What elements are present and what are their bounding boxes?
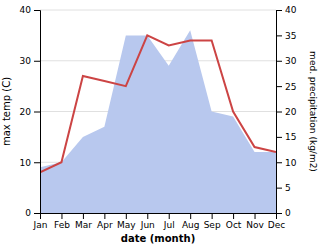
tick: Jan xyxy=(33,213,48,230)
tick-mark xyxy=(147,213,148,219)
marks xyxy=(40,30,276,213)
tick: 35 xyxy=(276,31,296,41)
y-axis-title: max temp (C) xyxy=(1,77,12,146)
tick: 25 xyxy=(276,82,296,92)
tick: 20 xyxy=(20,107,40,117)
tick-mark xyxy=(276,86,282,87)
x-axis: Jan Feb Mar Apr May Jun Jul Aug Sep Oct Nov Dec xyxy=(33,213,286,230)
tick-label: 20 xyxy=(285,107,297,117)
tick-mark xyxy=(34,10,40,11)
tick-mark xyxy=(34,162,40,163)
tick-mark xyxy=(212,213,213,219)
tick-label: 40 xyxy=(285,5,297,15)
tick-mark xyxy=(276,10,282,11)
tick-mark xyxy=(126,213,127,219)
tick-label: 0 xyxy=(285,208,291,218)
tick-label: Jul xyxy=(163,220,175,230)
tick: 20 xyxy=(276,107,297,117)
tick: May xyxy=(117,213,136,230)
tick-mark xyxy=(276,61,282,62)
area xyxy=(40,30,276,213)
tick-label: 35 xyxy=(285,31,296,41)
tick: 30 xyxy=(276,56,297,66)
y-axis: 0 10 20 30 40 xyxy=(20,5,41,218)
tick-mark xyxy=(276,112,282,113)
tick-label: Nov xyxy=(246,220,264,230)
tick: Jun xyxy=(140,213,155,230)
tick: Apr xyxy=(97,213,113,230)
tick: 10 xyxy=(276,158,297,168)
tick-label: Jun xyxy=(140,220,155,230)
tick-mark xyxy=(233,213,234,219)
tick: Jul xyxy=(163,213,175,230)
tick-label: 25 xyxy=(285,82,296,92)
tick-label: 20 xyxy=(20,107,32,117)
tick-label: Jan xyxy=(33,220,48,230)
tick: 40 xyxy=(276,5,297,15)
tick-mark xyxy=(276,213,282,214)
tick: Aug xyxy=(182,213,200,230)
grid-line xyxy=(40,10,276,11)
x-axis-title: date (month) xyxy=(121,233,195,244)
tick-mark xyxy=(83,213,84,219)
tick-mark xyxy=(276,162,282,163)
axis-line xyxy=(277,11,283,214)
tick: 0 xyxy=(25,208,40,218)
tick-label: Dec xyxy=(268,220,285,230)
tick-mark xyxy=(276,137,282,138)
tick-label: 0 xyxy=(25,208,31,218)
plot-area: JanFebMarAprMayJunJulAugSepOctNovDec0102… xyxy=(20,5,297,230)
tick-mark xyxy=(34,213,40,214)
tick-label: 5 xyxy=(285,183,291,193)
axis-line xyxy=(41,214,277,220)
chart: JanFebMarAprMayJunJulAugSepOctNovDec0102… xyxy=(0,0,318,247)
tick-mark xyxy=(276,188,282,189)
tick-label: Sep xyxy=(204,220,221,230)
tick-mark xyxy=(34,61,40,62)
grid xyxy=(40,10,276,213)
tick-mark xyxy=(276,35,282,36)
tick: 10 xyxy=(20,158,40,168)
tick: Oct xyxy=(226,213,242,230)
tick: 40 xyxy=(20,5,40,15)
tick: 0 xyxy=(276,208,291,218)
tick-mark xyxy=(255,213,256,219)
tick-label: May xyxy=(117,220,136,230)
tick-label: Feb xyxy=(54,220,70,230)
tick-mark xyxy=(169,213,170,219)
tick-label: 15 xyxy=(285,132,296,142)
tick: 15 xyxy=(276,132,296,142)
axis-line xyxy=(34,11,41,214)
tick-label: Mar xyxy=(75,220,92,230)
tick: 5 xyxy=(276,183,291,193)
tick-label: Aug xyxy=(182,220,200,230)
tick-label: 30 xyxy=(20,56,32,66)
tick-label: Oct xyxy=(226,220,242,230)
y2-axis-title: med. precipitation (kg/m2) xyxy=(308,51,318,172)
tick: Mar xyxy=(75,213,92,230)
tick-mark xyxy=(104,213,105,219)
tick: Sep xyxy=(204,213,221,230)
tick-label: 10 xyxy=(285,158,297,168)
tick-label: 30 xyxy=(285,56,297,66)
tick-label: 40 xyxy=(20,5,32,15)
tick-mark xyxy=(190,213,191,219)
tick: Dec xyxy=(268,213,285,230)
tick: 30 xyxy=(20,56,40,66)
tick-mark xyxy=(61,213,62,219)
tick: Nov xyxy=(246,213,264,230)
tick-label: Apr xyxy=(97,220,113,230)
tick: Feb xyxy=(54,213,70,230)
tick-mark xyxy=(34,112,40,113)
tick-label: 10 xyxy=(20,158,32,168)
y2-axis: 0 5 10 15 20 25 30 35 40 xyxy=(276,5,297,218)
line xyxy=(40,35,276,172)
